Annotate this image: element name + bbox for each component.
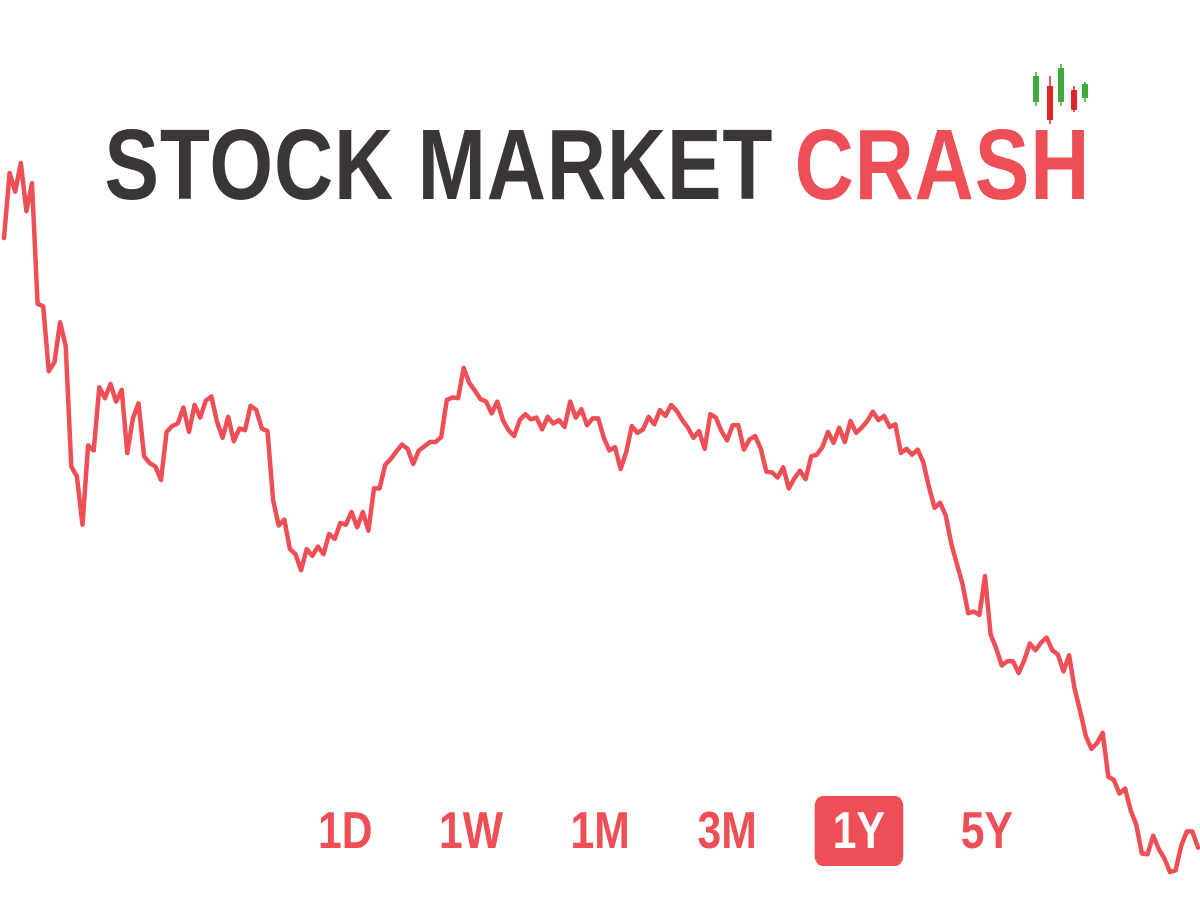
title-part-accent: CRASH: [794, 109, 1091, 221]
range-button-1y[interactable]: 1Y: [814, 796, 903, 866]
price-line-series: [1, 160, 1200, 875]
candle-2: [1047, 76, 1053, 124]
range-button-3m[interactable]: 3M: [697, 802, 757, 860]
range-button-1m[interactable]: 1M: [570, 802, 631, 860]
range-button-1w[interactable]: 1W: [439, 802, 504, 860]
candlestick-chart-icon: [1033, 64, 1088, 124]
candle-3: [1058, 64, 1064, 106]
range-button-1d[interactable]: 1D: [317, 802, 373, 860]
range-button-5y[interactable]: 5Y: [960, 802, 1013, 860]
title-part-dark: STOCK MARKET: [104, 109, 774, 221]
candle-5: [1082, 82, 1088, 102]
time-range-selector: 1D 1W 1M 3M 1Y 5Y: [300, 796, 1060, 866]
candle-1: [1033, 72, 1039, 106]
candle-4: [1071, 86, 1077, 112]
page-title: STOCK MARKET CRASH: [104, 109, 1089, 221]
